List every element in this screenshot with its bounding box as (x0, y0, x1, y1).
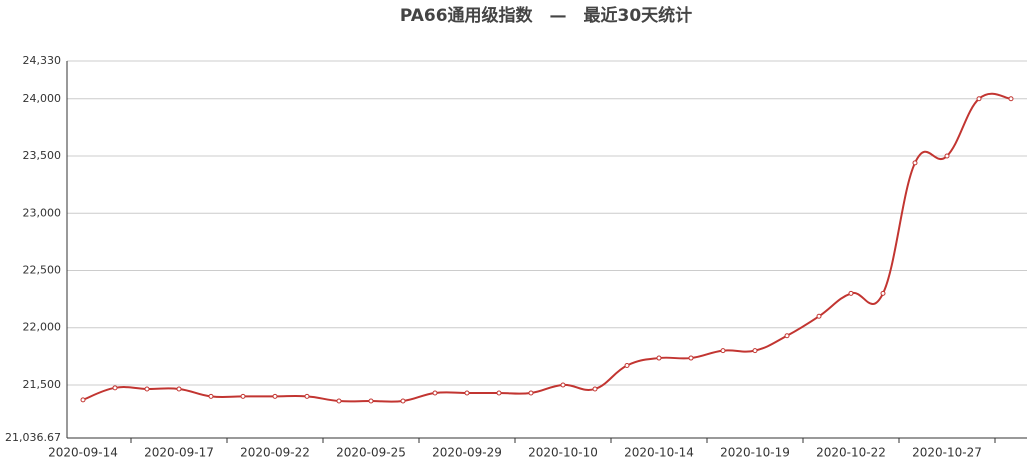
x-tick-label: 2020-09-25 (336, 446, 406, 460)
point (784, 333, 790, 339)
point (272, 393, 278, 399)
point (304, 393, 310, 399)
chart-title: PA66通用级指数 — 最近30天统计 (400, 5, 692, 26)
point (592, 386, 598, 392)
point (336, 398, 342, 404)
point (464, 390, 470, 396)
point (752, 348, 758, 354)
point (624, 363, 630, 369)
y-tick-label: 24,000 (23, 92, 62, 105)
point (368, 398, 374, 404)
point (176, 386, 182, 392)
y-tick-label: 22,500 (23, 263, 62, 276)
point (656, 355, 662, 361)
point (400, 398, 406, 404)
point (848, 290, 854, 296)
point (912, 160, 918, 166)
x-tick-label: 2020-09-14 (48, 446, 118, 460)
x-tick-label: 2020-10-22 (816, 446, 886, 460)
x-tick-label: 2020-10-14 (624, 446, 694, 460)
y-tick-label: 21,036.67 (5, 431, 61, 444)
point (816, 313, 822, 319)
y-tick-label: 23,500 (23, 149, 62, 162)
x-tick-label: 2020-09-22 (240, 446, 310, 460)
point (528, 390, 534, 396)
point (1008, 96, 1014, 102)
x-tick-label: 2020-09-29 (432, 446, 502, 460)
point (80, 397, 86, 403)
point (944, 153, 950, 159)
point (240, 393, 246, 399)
x-tick-label: 2020-10-10 (528, 446, 598, 460)
point (976, 96, 982, 102)
point (112, 385, 118, 391)
y-tick-label: 24,330 (23, 54, 62, 67)
point (208, 393, 214, 399)
point (720, 348, 726, 354)
point (432, 390, 438, 396)
line (82, 92, 1012, 403)
y-tick-label: 23,000 (23, 206, 62, 219)
point (688, 355, 694, 361)
point (496, 390, 502, 396)
x-tick-label: 2020-10-27 (912, 446, 982, 460)
x-tick-label: 2020-10-19 (720, 446, 790, 460)
y-tick-label: 21,500 (23, 378, 62, 391)
point (880, 290, 886, 296)
x-tick-label: 2020-09-17 (144, 446, 214, 460)
point (560, 382, 566, 388)
y-tick-label: 22,000 (23, 321, 62, 334)
point (144, 386, 150, 392)
